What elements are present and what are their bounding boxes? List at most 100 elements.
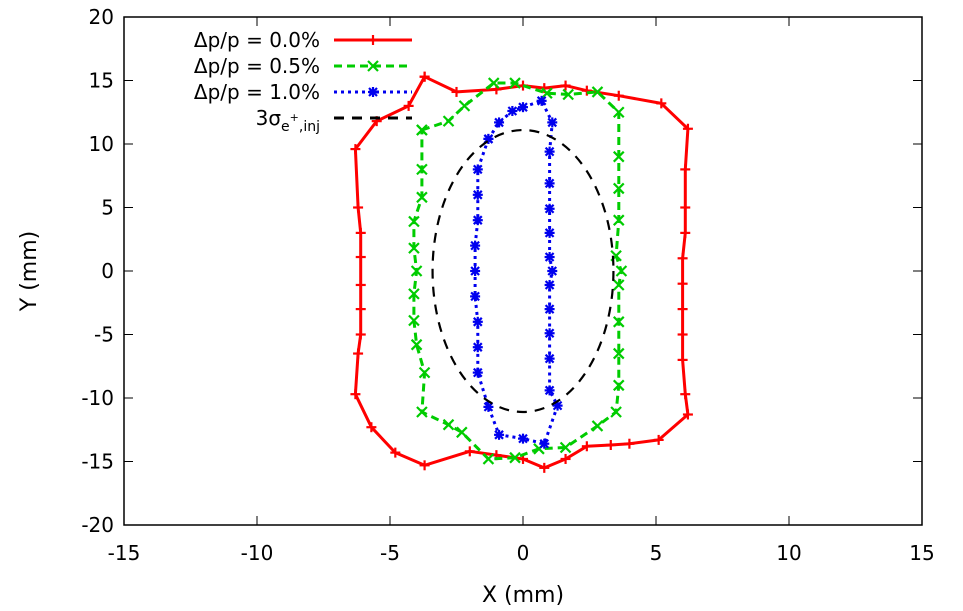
data-point — [470, 291, 481, 302]
y-tick-label: -5 — [94, 323, 114, 347]
data-point — [518, 102, 528, 113]
legend: Δp/p = 0.0%Δp/p = 0.5%Δp/p = 1.0%3σe+,in… — [194, 28, 412, 135]
data-point — [612, 214, 625, 226]
data-point — [408, 215, 420, 228]
data-point — [677, 329, 688, 340]
data-point — [355, 227, 366, 238]
x-tick-label: -5 — [380, 541, 400, 565]
data-point — [456, 426, 468, 439]
data-point — [680, 202, 691, 213]
data-point — [494, 117, 505, 128]
data-point — [472, 215, 483, 226]
data-point — [677, 253, 688, 264]
x-tick-label: 15 — [909, 541, 934, 565]
data-point — [624, 438, 635, 449]
data-point — [615, 265, 628, 277]
data-point — [677, 304, 688, 315]
data-point — [470, 266, 481, 276]
legend-label-sup: + — [290, 111, 299, 124]
data-point — [368, 87, 378, 97]
data-point — [483, 133, 494, 144]
x-tick-label: 5 — [650, 541, 663, 565]
y-tick-label: 15 — [89, 69, 114, 93]
data-point — [680, 389, 691, 400]
data-point — [408, 242, 420, 254]
data-point — [682, 409, 693, 420]
y-axis-label: Y (mm) — [17, 231, 42, 312]
data-point — [408, 288, 420, 300]
data-point — [353, 348, 364, 359]
y-tick-label: 0 — [101, 259, 114, 283]
data-point — [544, 385, 555, 396]
data-point — [610, 406, 622, 418]
data-point — [544, 146, 555, 157]
data-point — [353, 202, 364, 213]
data-point — [612, 182, 625, 195]
data-point — [680, 227, 691, 238]
legend-label: Δp/p = 0.0% — [194, 28, 320, 52]
data-point — [518, 433, 528, 444]
data-point — [612, 279, 625, 291]
data-point — [410, 265, 423, 277]
y-tick-label: -10 — [81, 386, 114, 410]
data-point — [605, 439, 616, 450]
data-point — [612, 316, 625, 328]
data-point — [544, 252, 555, 263]
data-point — [677, 278, 688, 289]
x-tick-label: 0 — [517, 541, 530, 565]
data-point — [656, 98, 667, 109]
data-point — [472, 164, 483, 175]
x-tick-label: -15 — [108, 541, 141, 565]
data-point — [612, 106, 625, 119]
x-axis-label: X (mm) — [482, 583, 564, 608]
data-point — [591, 420, 604, 432]
data-point — [482, 453, 495, 465]
data-point — [403, 100, 414, 111]
data-point — [560, 453, 571, 464]
y-tick-label: 5 — [101, 196, 114, 220]
data-point — [544, 227, 555, 238]
data-point — [390, 447, 401, 458]
data-point — [419, 460, 430, 471]
data-point — [539, 438, 550, 449]
data-point — [355, 252, 366, 263]
data-point — [547, 117, 558, 128]
data-point — [613, 90, 624, 101]
data-point — [472, 189, 483, 200]
legend-item: Δp/p = 1.0% — [194, 80, 412, 104]
data-point — [544, 279, 555, 290]
data-point — [544, 203, 555, 214]
data-point — [509, 77, 521, 89]
data-point — [472, 342, 483, 353]
legend-label-main: 3σ — [256, 106, 282, 130]
series-line — [473, 99, 560, 446]
series-3 — [431, 128, 615, 414]
x-tick-label: 10 — [776, 541, 801, 565]
data-point — [539, 462, 550, 473]
data-point — [544, 353, 555, 364]
data-point — [442, 418, 455, 431]
data-point — [544, 304, 555, 315]
data-point — [355, 279, 366, 290]
data-point — [507, 105, 518, 116]
data-point — [410, 338, 423, 351]
legend-label: Δp/p = 0.5% — [194, 54, 320, 78]
data-point — [350, 144, 361, 155]
data-point — [559, 441, 572, 454]
data-point — [408, 314, 420, 327]
data-point — [458, 100, 471, 112]
data-point — [419, 71, 430, 82]
data-point — [416, 124, 428, 136]
data-point — [509, 451, 521, 464]
data-point — [483, 401, 494, 412]
data-point — [612, 347, 625, 360]
legend-label: Δp/p = 1.0% — [194, 80, 320, 104]
data-point — [653, 434, 664, 445]
data-point — [560, 80, 571, 91]
data-point — [472, 316, 483, 327]
axis-ticks: -15 -10 -5 0 5 10 15 -20 -15 -10 -5 0 5 10 15 20 — [81, 5, 934, 565]
series-line — [431, 128, 615, 414]
data-point — [680, 164, 691, 175]
data-point — [451, 86, 462, 97]
